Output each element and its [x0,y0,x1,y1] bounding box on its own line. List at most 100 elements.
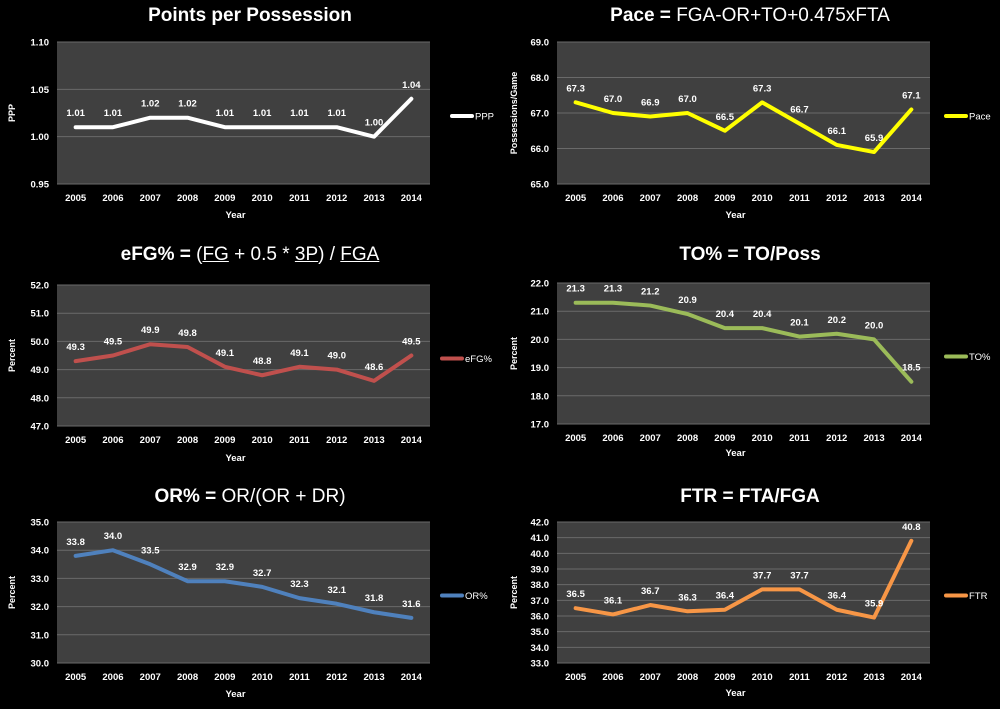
data-label: 31.8 [365,593,384,604]
data-label: 32.3 [290,579,309,590]
y-tick-label: 67.0 [531,109,550,120]
x-tick-label: 2012 [826,193,847,204]
data-label: 66.7 [790,105,809,116]
x-tick-label: 2009 [214,193,235,204]
data-point [760,326,764,330]
data-point [760,587,764,591]
y-tick-label: 39.0 [531,565,550,576]
y-tick-label: 69.0 [531,38,550,49]
series-line [573,538,914,620]
data-point [372,610,376,614]
x-tick-label: 2006 [102,193,123,204]
legend-label: FTR [969,591,988,602]
data-point [223,125,227,129]
data-point [223,579,227,583]
x-axis-label: Year [725,688,745,699]
x-tick-label: 2005 [565,193,587,204]
chart-efg: eFG% = (FG + 0.5 * 3P) / FGA 47.0 48.0 49.… [0,236,500,472]
x-tick-label: 2008 [677,433,698,444]
data-label: 36.5 [566,589,585,600]
x-tick-label: 2005 [65,672,87,683]
y-tick-label: 40.0 [531,549,550,560]
x-tick-label: 2008 [177,435,198,446]
data-point [372,379,376,383]
data-label: 1.01 [328,108,347,119]
y-tick-label: 18.0 [531,391,550,402]
chart-plot: 33.0 34.0 35.0 36.0 37.0 38.0 39.0 40.0 41.0 42.0… [509,518,988,700]
data-point [723,129,727,133]
chart-title: Pace = FGA-OR+TO+0.475xFTA [610,5,890,26]
data-label: 33.5 [141,545,160,556]
x-tick-label: 2013 [863,672,884,683]
data-point [909,107,913,111]
data-point [186,345,190,349]
data-point [409,97,413,101]
chart-title: TO% = TO/Poss [679,244,821,265]
data-label: 49.5 [104,337,123,348]
data-label: 37.7 [790,570,809,581]
data-label: 1.00 [365,118,384,129]
y-tick-label: 20.0 [531,335,550,346]
data-point [723,608,727,612]
y-axis-label: Percent [509,337,519,370]
y-tick-label: 48.0 [31,393,50,404]
data-point [148,116,152,120]
x-tick-label: 2011 [789,672,810,683]
x-tick-label: 2012 [326,672,347,683]
data-point [335,602,339,606]
data-label: 1.01 [66,108,85,119]
data-label: 66.5 [716,112,735,123]
chart-ftr: FTR = FTA/FGA 33.0 34.0 35.0 36.0 37.0 38.0 39… [500,472,1000,709]
data-label: 67.1 [902,90,921,101]
data-point [148,342,152,346]
x-tick-label: 2013 [363,193,384,204]
data-label: 34.0 [104,531,123,542]
plot-area [557,283,930,424]
data-label: 49.1 [290,348,309,359]
y-tick-label: 51.0 [31,309,50,320]
data-label: 1.01 [216,108,235,119]
y-tick-label: 31.0 [31,630,50,641]
data-label: 20.4 [753,309,772,320]
chart-title: FTR = FTA/FGA [680,486,820,507]
x-tick-label: 2008 [177,193,198,204]
y-tick-label: 0.95 [31,180,50,191]
data-label: 1.04 [402,80,421,91]
x-tick-label: 2005 [565,672,587,683]
data-label: 37.7 [753,570,772,581]
data-label: 49.8 [178,328,197,339]
chart-to: TO% = TO/Poss 17.0 18.0 19.0 20.0 21.0 22.0 20… [500,236,1000,472]
data-point [648,603,652,607]
x-tick-label: 2011 [289,672,310,683]
data-point [223,365,227,369]
y-tick-label: 1.00 [31,132,50,143]
data-point [909,539,913,543]
data-point [686,312,690,316]
data-label: 20.0 [865,320,884,331]
data-label: 36.1 [604,595,623,606]
x-tick-label: 2006 [602,193,623,204]
x-tick-label: 2013 [863,433,884,444]
y-axis-label: Percent [509,576,519,609]
data-point [297,596,301,600]
x-tick-label: 2014 [901,193,923,204]
data-point [872,616,876,620]
data-label: 32.1 [328,585,347,596]
legend-label: TO% [969,352,991,363]
chart-or: OR% = OR/(OR + DR) 30.0 31.0 32.0 33.0 34.0 3… [0,472,500,709]
x-tick-label: 2008 [677,193,698,204]
y-tick-label: 52.0 [31,281,50,292]
x-tick-label: 2013 [363,435,384,446]
data-point [74,359,78,363]
x-tick-label: 2007 [140,435,161,446]
series-line [573,100,914,155]
data-point [835,332,839,336]
y-tick-label: 38.0 [531,580,550,591]
x-tick-label: 2012 [826,433,847,444]
series-line [73,548,414,620]
data-label: 36.7 [641,586,660,597]
data-label: 67.3 [566,83,585,94]
data-point [797,587,801,591]
x-tick-label: 2007 [140,672,161,683]
data-label: 31.6 [402,599,421,610]
